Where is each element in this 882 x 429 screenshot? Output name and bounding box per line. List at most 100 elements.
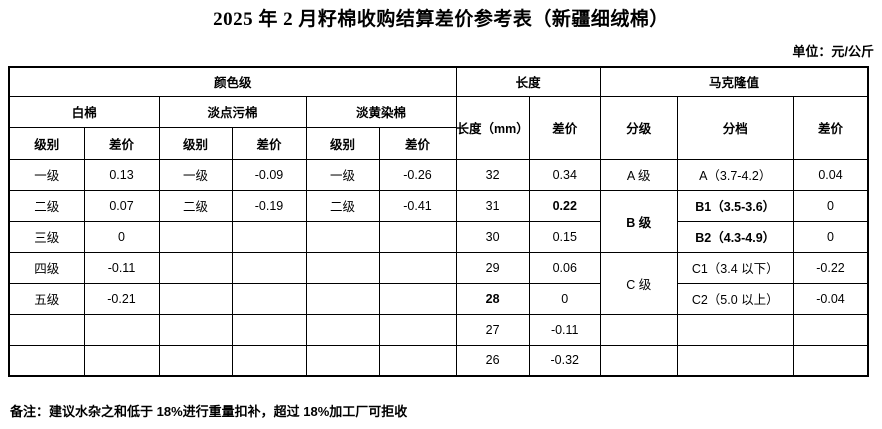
spotted-grade-cell — [158, 282, 233, 315]
mic-tier-cell: B1（3.5-3.6） — [676, 189, 794, 222]
mic-tier-cell: B2（4.3-4.9） — [676, 220, 794, 253]
yellow-grade-cell — [305, 313, 380, 346]
header-col-mic-diff: 差价 — [792, 95, 869, 160]
white-grade-cell: 五级 — [8, 282, 85, 315]
mic-diff-cell: 0 — [792, 220, 869, 253]
spotted-grade-cell — [158, 313, 233, 346]
length-value-cell: 32 — [455, 158, 530, 191]
header-row-columns: 级别 差价 级别 差价 级别 差价 — [8, 126, 868, 160]
table-row: 五级 -0.21 28 0 C2（5.0 以上） -0.04 — [8, 282, 869, 315]
mic-diff-cell: -0.22 — [792, 251, 869, 284]
white-grade-cell — [8, 344, 85, 377]
spotted-grade-cell — [158, 251, 233, 284]
mic-diff-cell — [792, 313, 869, 346]
white-diff-cell — [83, 344, 160, 377]
header-col-mic-tier: 分档 — [676, 95, 794, 160]
yellow-grade-cell — [305, 282, 380, 315]
spotted-grade-cell — [158, 220, 233, 253]
header-section-length: 长度 — [455, 66, 601, 97]
yellow-grade-cell — [305, 251, 380, 284]
length-value-cell: 31 — [455, 189, 530, 222]
header-group-white-cotton: 白棉 — [8, 95, 160, 128]
mic-grade-cell: C 级 — [599, 251, 678, 315]
mic-tier-cell — [676, 313, 794, 346]
page-title: 2025 年 2 月籽棉收购结算差价参考表（新疆细绒棉） — [213, 9, 669, 30]
white-diff-cell: 0.07 — [83, 189, 160, 222]
table-row: 三级 0 30 0.15 B2（4.3-4.9） 0 — [8, 220, 869, 253]
white-diff-cell: 0 — [83, 220, 160, 253]
white-diff-cell: -0.11 — [83, 251, 160, 284]
mic-grade-cell — [599, 344, 678, 377]
header-col-length-diff: 差价 — [528, 95, 601, 160]
yellow-diff-cell — [378, 251, 457, 284]
length-value-cell: 26 — [455, 344, 530, 377]
white-grade-cell: 二级 — [8, 189, 85, 222]
mic-tier-cell: C1（3.4 以下） — [676, 251, 794, 284]
length-diff-cell: -0.11 — [528, 313, 601, 346]
length-diff-cell: 0.15 — [528, 220, 601, 253]
yellow-grade-cell: 二级 — [305, 189, 380, 222]
yellow-diff-cell: -0.41 — [378, 189, 457, 222]
table-row: 四级 -0.11 29 0.06 C 级 C1（3.4 以下） -0.22 — [8, 251, 869, 315]
header-col-grade: 级别 — [8, 126, 85, 160]
spotted-diff-cell: -0.19 — [231, 189, 307, 222]
white-diff-cell: -0.21 — [83, 282, 160, 315]
length-value-cell: 29 — [455, 251, 530, 284]
unit-label: 单位：元/公斤 — [792, 44, 874, 59]
header-section-color-grade: 颜色级 — [8, 66, 457, 97]
white-grade-cell: 四级 — [8, 251, 85, 284]
yellow-diff-cell — [378, 282, 457, 315]
spotted-diff-cell — [231, 251, 307, 284]
table-row: 26 -0.32 — [8, 344, 869, 377]
header-group-light-yellow-stained-cotton: 淡黄染棉 — [305, 95, 457, 128]
header-row-sections: 颜色级 长度 马克隆值 — [8, 66, 869, 97]
mic-diff-cell: 0 — [792, 189, 869, 222]
white-diff-cell: 0.13 — [83, 158, 160, 191]
header-col-grade: 级别 — [305, 126, 380, 160]
spotted-grade-cell: 二级 — [158, 189, 233, 222]
length-value-cell: 27 — [455, 313, 530, 346]
table-row: 一级 0.13 一级 -0.09 一级 -0.26 32 0.34 A 级 A（… — [8, 158, 869, 191]
mic-diff-cell — [792, 344, 869, 377]
length-diff-cell: 0.22 — [528, 189, 601, 222]
header-col-diff: 差价 — [231, 126, 307, 160]
mic-tier-cell: C2（5.0 以上） — [676, 282, 794, 315]
length-diff-cell: 0.06 — [528, 251, 601, 284]
spotted-diff-cell: -0.09 — [231, 158, 307, 191]
yellow-grade-cell — [305, 344, 380, 377]
yellow-grade-cell — [305, 220, 380, 253]
header-col-mic-grade: 分级 — [599, 95, 678, 160]
mic-tier-cell: A（3.7-4.2） — [676, 158, 794, 191]
header-row-groups: 白棉 淡点污棉 淡黄染棉 长度（mm） 差价 分级 分档 差价 — [8, 95, 869, 160]
header-col-diff: 差价 — [378, 126, 457, 160]
white-diff-cell — [83, 313, 160, 346]
yellow-diff-cell — [378, 220, 457, 253]
table-row: 27 -0.11 — [8, 313, 869, 346]
header-group-light-spotted-cotton: 淡点污棉 — [158, 95, 307, 128]
mic-tier-cell — [676, 344, 794, 377]
spotted-diff-cell — [231, 344, 307, 377]
spotted-diff-cell — [231, 220, 307, 253]
length-diff-cell: -0.32 — [528, 344, 601, 377]
table-row: 二级 0.07 二级 -0.19 二级 -0.41 31 0.22 B 级 B1… — [8, 189, 869, 253]
yellow-diff-cell — [378, 344, 457, 377]
yellow-grade-cell: 一级 — [305, 158, 380, 191]
spotted-grade-cell — [158, 344, 233, 377]
header-col-grade: 级别 — [158, 126, 233, 160]
mic-diff-cell: -0.04 — [792, 282, 869, 315]
footer-note: 备注：建议水杂之和低于 18%进行重量扣补，超过 18%加工厂可拒收 — [10, 404, 408, 419]
yellow-diff-cell: -0.26 — [378, 158, 457, 191]
white-grade-cell — [8, 313, 85, 346]
header-col-diff: 差价 — [83, 126, 160, 160]
length-diff-cell: 0 — [528, 282, 601, 315]
white-grade-cell: 一级 — [8, 158, 85, 191]
header-col-length-mm: 长度（mm） — [455, 95, 530, 160]
spotted-diff-cell — [231, 313, 307, 346]
yellow-diff-cell — [378, 313, 457, 346]
mic-grade-cell: B 级 — [599, 189, 678, 253]
white-grade-cell: 三级 — [8, 220, 85, 253]
mic-grade-cell — [599, 313, 678, 346]
length-diff-cell: 0.34 — [528, 158, 601, 191]
length-value-cell: 30 — [455, 220, 530, 253]
header-section-micronaire: 马克隆值 — [599, 66, 869, 97]
